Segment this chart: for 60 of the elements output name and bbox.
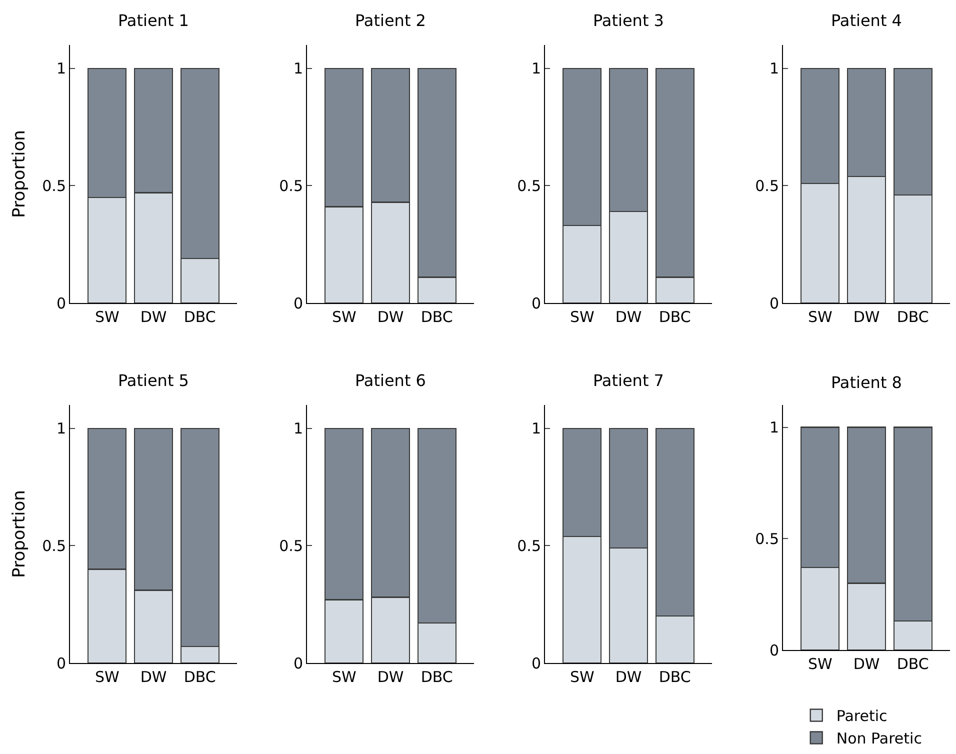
y-tick-label: 1 bbox=[56, 420, 66, 438]
y-tick-label: 0.5 bbox=[755, 176, 779, 195]
x-tick-label: SW bbox=[332, 308, 356, 326]
chart-title: Patient 3 bbox=[593, 11, 664, 30]
y-tick-label: 1 bbox=[769, 60, 779, 78]
x-tick-label: DBC bbox=[658, 308, 691, 326]
y-axis-title: Proportion bbox=[10, 490, 30, 578]
y-tick-label: 0.5 bbox=[755, 530, 779, 548]
y-tick-label: 0 bbox=[531, 654, 541, 672]
y-tick-label: 0 bbox=[56, 654, 66, 672]
chart-title: Patient 8 bbox=[831, 373, 902, 392]
y-tick-label: 0 bbox=[531, 294, 541, 312]
chart-title: Patient 4 bbox=[831, 11, 902, 30]
legend-label: Non Paretic bbox=[836, 730, 922, 748]
y-tick-label: 1 bbox=[531, 420, 541, 438]
x-tick-label: DW bbox=[377, 308, 404, 326]
x-tick-label: SW bbox=[570, 668, 594, 686]
x-tick-label: DW bbox=[140, 668, 167, 686]
x-tick-label: SW bbox=[94, 668, 120, 686]
y-tick-label: 0.5 bbox=[279, 176, 303, 195]
legend-label: Paretic bbox=[836, 707, 888, 726]
y-tick-label: 1 bbox=[293, 420, 303, 438]
y-tick-label: 1 bbox=[769, 418, 779, 437]
x-tick-label: DBC bbox=[420, 308, 453, 326]
x-tick-label: SW bbox=[808, 655, 832, 673]
chart-title: Patient 1 bbox=[118, 11, 189, 30]
x-tick-label: DW bbox=[615, 308, 642, 326]
y-tick-label: 1 bbox=[531, 60, 541, 78]
x-tick-label: SW bbox=[808, 308, 832, 326]
x-tick-label: DBC bbox=[420, 668, 453, 686]
x-tick-label: SW bbox=[94, 308, 120, 326]
x-tick-label: DW bbox=[615, 668, 642, 686]
chart-title: Patient 5 bbox=[118, 371, 189, 390]
x-tick-label: SW bbox=[332, 668, 356, 686]
y-tick-label: 0 bbox=[293, 654, 303, 672]
y-tick-label: 0.5 bbox=[517, 536, 541, 555]
y-tick-label: 0 bbox=[293, 294, 303, 312]
y-tick-label: 0 bbox=[56, 294, 66, 312]
x-tick-label: DBC bbox=[184, 668, 216, 686]
x-tick-label: DBC bbox=[184, 308, 216, 326]
x-tick-label: DBC bbox=[896, 308, 929, 326]
y-tick-label: 0 bbox=[769, 641, 779, 660]
y-tick-label: 0.5 bbox=[517, 176, 541, 195]
x-tick-label: DW bbox=[140, 308, 167, 326]
chart-title: Patient 7 bbox=[593, 371, 664, 390]
chart-title: Patient 2 bbox=[355, 11, 426, 30]
y-tick-label: 1 bbox=[56, 60, 66, 78]
y-tick-label: 1 bbox=[293, 60, 303, 78]
x-tick-label: SW bbox=[570, 308, 594, 326]
y-tick-label: 0.5 bbox=[279, 536, 303, 555]
y-axis-title: Proportion bbox=[10, 130, 30, 218]
y-tick-label: 0 bbox=[769, 294, 779, 312]
x-tick-label: DW bbox=[853, 308, 880, 326]
chart-title: Patient 6 bbox=[355, 371, 426, 390]
x-tick-label: DBC bbox=[658, 668, 691, 686]
x-tick-label: DBC bbox=[896, 655, 929, 673]
x-tick-label: DW bbox=[853, 655, 880, 673]
y-tick-label: 0.5 bbox=[42, 536, 66, 555]
x-tick-label: DW bbox=[377, 668, 404, 686]
y-tick-label: 0.5 bbox=[42, 176, 66, 195]
